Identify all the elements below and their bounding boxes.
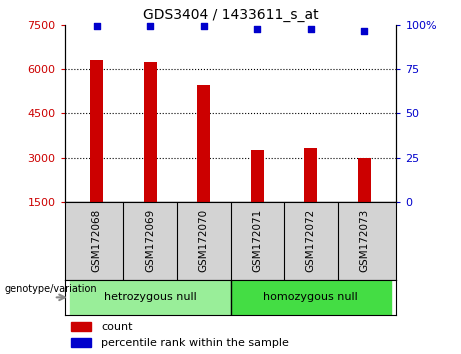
Bar [251,150,264,202]
Bar [230,280,391,315]
Bar [197,85,210,202]
Title: GDS3404 / 1433611_s_at: GDS3404 / 1433611_s_at [143,8,318,22]
Point [254,26,261,32]
Bar [90,60,103,202]
Text: genotype/variation: genotype/variation [5,284,97,293]
Text: count: count [101,322,133,332]
Text: GSM172069: GSM172069 [145,209,155,272]
Bar [70,280,230,315]
Point [147,23,154,28]
Bar [304,148,318,202]
Text: GSM172073: GSM172073 [359,209,369,272]
Text: percentile rank within the sample: percentile rank within the sample [101,338,289,348]
Bar [71,322,91,331]
Point [361,28,368,34]
Bar [143,62,157,202]
Text: GSM172068: GSM172068 [92,209,102,272]
Text: homozygous null: homozygous null [263,292,358,302]
Bar [358,158,371,202]
Text: hetrozygous null: hetrozygous null [104,292,196,302]
Point [93,23,100,28]
Text: GSM172072: GSM172072 [306,209,316,272]
Text: GSM172070: GSM172070 [199,209,209,272]
Text: GSM172071: GSM172071 [252,209,262,272]
Bar [71,338,91,347]
Point [307,26,314,32]
Point [200,23,207,28]
